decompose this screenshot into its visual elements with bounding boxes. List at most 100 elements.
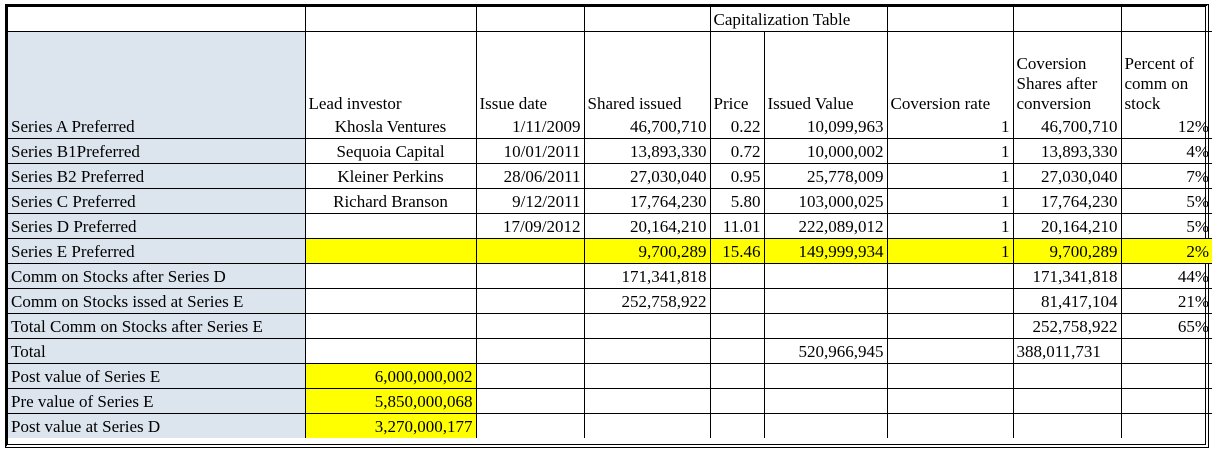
percent-cell[interactable] [1120, 338, 1213, 364]
issue-date-cell[interactable] [475, 388, 585, 414]
shares-issued-cell[interactable]: 9,700,289 [583, 238, 711, 264]
price-cell[interactable] [709, 288, 765, 314]
price-cell[interactable]: 15.46 [709, 238, 765, 264]
conversion-rate-cell[interactable]: 1 [886, 213, 1014, 239]
conversion-rate-cell[interactable]: 1 [886, 114, 1014, 139]
price-cell[interactable]: 0.95 [709, 163, 765, 189]
conversion-rate-cell[interactable]: 1 [886, 163, 1014, 189]
shares-issued-cell[interactable] [583, 338, 711, 364]
cell[interactable] [475, 7, 585, 32]
percent-cell[interactable] [1120, 413, 1213, 438]
row-label[interactable]: Comm on Stocks after Series D [8, 263, 306, 289]
issue-date-cell[interactable] [475, 413, 585, 438]
percent-cell[interactable]: 21% [1120, 288, 1213, 314]
price-cell[interactable] [709, 363, 765, 389]
row-label[interactable]: Series C Preferred [8, 188, 306, 214]
price-cell[interactable] [709, 313, 765, 339]
percent-cell[interactable]: 65% [1120, 313, 1213, 339]
conversion-rate-cell[interactable] [886, 413, 1014, 438]
header-percent-common[interactable]: Percent of comm on stock [1120, 31, 1213, 114]
lead-investor-cell[interactable] [304, 263, 477, 289]
issued-value-cell[interactable] [763, 288, 888, 314]
cell[interactable] [583, 7, 711, 32]
conversion-rate-cell[interactable] [886, 388, 1014, 414]
issued-value-cell[interactable]: 10,099,963 [763, 114, 888, 139]
row-label[interactable]: Series B1Preferred [8, 138, 306, 164]
issued-value-cell[interactable]: 103,000,025 [763, 188, 888, 214]
price-cell[interactable] [709, 263, 765, 289]
issue-date-cell[interactable]: 10/01/2011 [475, 138, 585, 164]
price-cell[interactable]: 11.01 [709, 213, 765, 239]
lead-investor-cell[interactable] [304, 238, 477, 264]
issue-date-cell[interactable]: 17/09/2012 [475, 213, 585, 239]
issued-value-cell[interactable]: 10,000,002 [763, 138, 888, 164]
conversion-shares-cell[interactable]: 17,764,230 [1012, 188, 1122, 214]
issued-value-cell[interactable] [763, 313, 888, 339]
lead-investor-cell[interactable] [304, 338, 477, 364]
lead-investor-cell[interactable]: Sequoia Capital [304, 138, 477, 164]
lead-investor-cell[interactable]: Khosla Ventures [304, 114, 477, 139]
conversion-shares-cell[interactable]: 81,417,104 [1012, 288, 1122, 314]
row-label[interactable]: Post value of Series E [8, 363, 306, 389]
issue-date-cell[interactable] [475, 338, 585, 364]
issued-value-cell[interactable] [763, 413, 888, 438]
shares-issued-cell[interactable]: 13,893,330 [583, 138, 711, 164]
issue-date-cell[interactable] [475, 263, 585, 289]
conversion-shares-cell[interactable]: 27,030,040 [1012, 163, 1122, 189]
row-label[interactable]: Series A Preferred [8, 114, 306, 139]
cell[interactable] [1012, 7, 1122, 32]
conversion-rate-cell[interactable]: 1 [886, 138, 1014, 164]
lead-investor-cell[interactable]: Richard Branson [304, 188, 477, 214]
header-price[interactable]: Price [709, 31, 765, 114]
conversion-shares-cell[interactable]: 46,700,710 [1012, 114, 1122, 139]
percent-cell[interactable]: 5% [1120, 188, 1213, 214]
shares-issued-cell[interactable]: 252,758,922 [583, 288, 711, 314]
shares-issued-cell[interactable]: 17,764,230 [583, 188, 711, 214]
conversion-shares-cell[interactable] [1012, 388, 1122, 414]
percent-cell[interactable]: 12% [1120, 114, 1213, 139]
issue-date-cell[interactable] [475, 288, 585, 314]
conversion-shares-cell[interactable]: 20,164,210 [1012, 213, 1122, 239]
header-issue-date[interactable]: Issue date [475, 31, 585, 114]
conversion-rate-cell[interactable]: 1 [886, 188, 1014, 214]
price-cell[interactable]: 0.72 [709, 138, 765, 164]
percent-cell[interactable]: 2% [1120, 238, 1213, 264]
lead-investor-cell[interactable]: 5,850,000,068 [304, 388, 477, 414]
shares-issued-cell[interactable]: 171,341,818 [583, 263, 711, 289]
conversion-shares-cell[interactable]: 13,893,330 [1012, 138, 1122, 164]
cell[interactable] [304, 7, 477, 32]
percent-cell[interactable]: 7% [1120, 163, 1213, 189]
shares-issued-cell[interactable] [583, 413, 711, 438]
issue-date-cell[interactable]: 1/11/2009 [475, 114, 585, 139]
cell[interactable] [1120, 7, 1213, 32]
conversion-rate-cell[interactable]: 1 [886, 238, 1014, 264]
shares-issued-cell[interactable] [583, 313, 711, 339]
header-conversion-shares[interactable]: Coversion Shares after conversion [1012, 31, 1122, 114]
shares-issued-cell[interactable] [583, 363, 711, 389]
percent-cell[interactable] [1120, 363, 1213, 389]
row-label[interactable]: Comm on Stocks issed at Series E [8, 288, 306, 314]
conversion-shares-cell[interactable]: 252,758,922 [1012, 313, 1122, 339]
shares-issued-cell[interactable]: 27,030,040 [583, 163, 711, 189]
price-cell[interactable]: 0.22 [709, 114, 765, 139]
issued-value-cell[interactable]: 222,089,012 [763, 213, 888, 239]
row-label[interactable]: Total Comm on Stocks after Series E [8, 313, 306, 339]
cell[interactable] [886, 7, 1014, 32]
percent-cell[interactable]: 4% [1120, 138, 1213, 164]
conversion-rate-cell[interactable] [886, 338, 1014, 364]
header-corner[interactable] [8, 31, 306, 114]
header-shares-issued[interactable]: Shared issued [583, 31, 711, 114]
issued-value-cell[interactable]: 149,999,934 [763, 238, 888, 264]
lead-investor-cell[interactable]: Kleiner Perkins [304, 163, 477, 189]
issued-value-cell[interactable] [763, 263, 888, 289]
issued-value-cell[interactable]: 25,778,009 [763, 163, 888, 189]
conversion-shares-cell[interactable]: 9,700,289 [1012, 238, 1122, 264]
header-lead-investor[interactable]: Lead investor [304, 31, 477, 114]
price-cell[interactable] [709, 388, 765, 414]
issued-value-cell[interactable]: 520,966,945 [763, 338, 888, 364]
issue-date-cell[interactable] [475, 238, 585, 264]
shares-issued-cell[interactable] [583, 388, 711, 414]
row-label[interactable]: Pre value of Series E [8, 388, 306, 414]
percent-cell[interactable] [1120, 388, 1213, 414]
price-cell[interactable] [709, 338, 765, 364]
